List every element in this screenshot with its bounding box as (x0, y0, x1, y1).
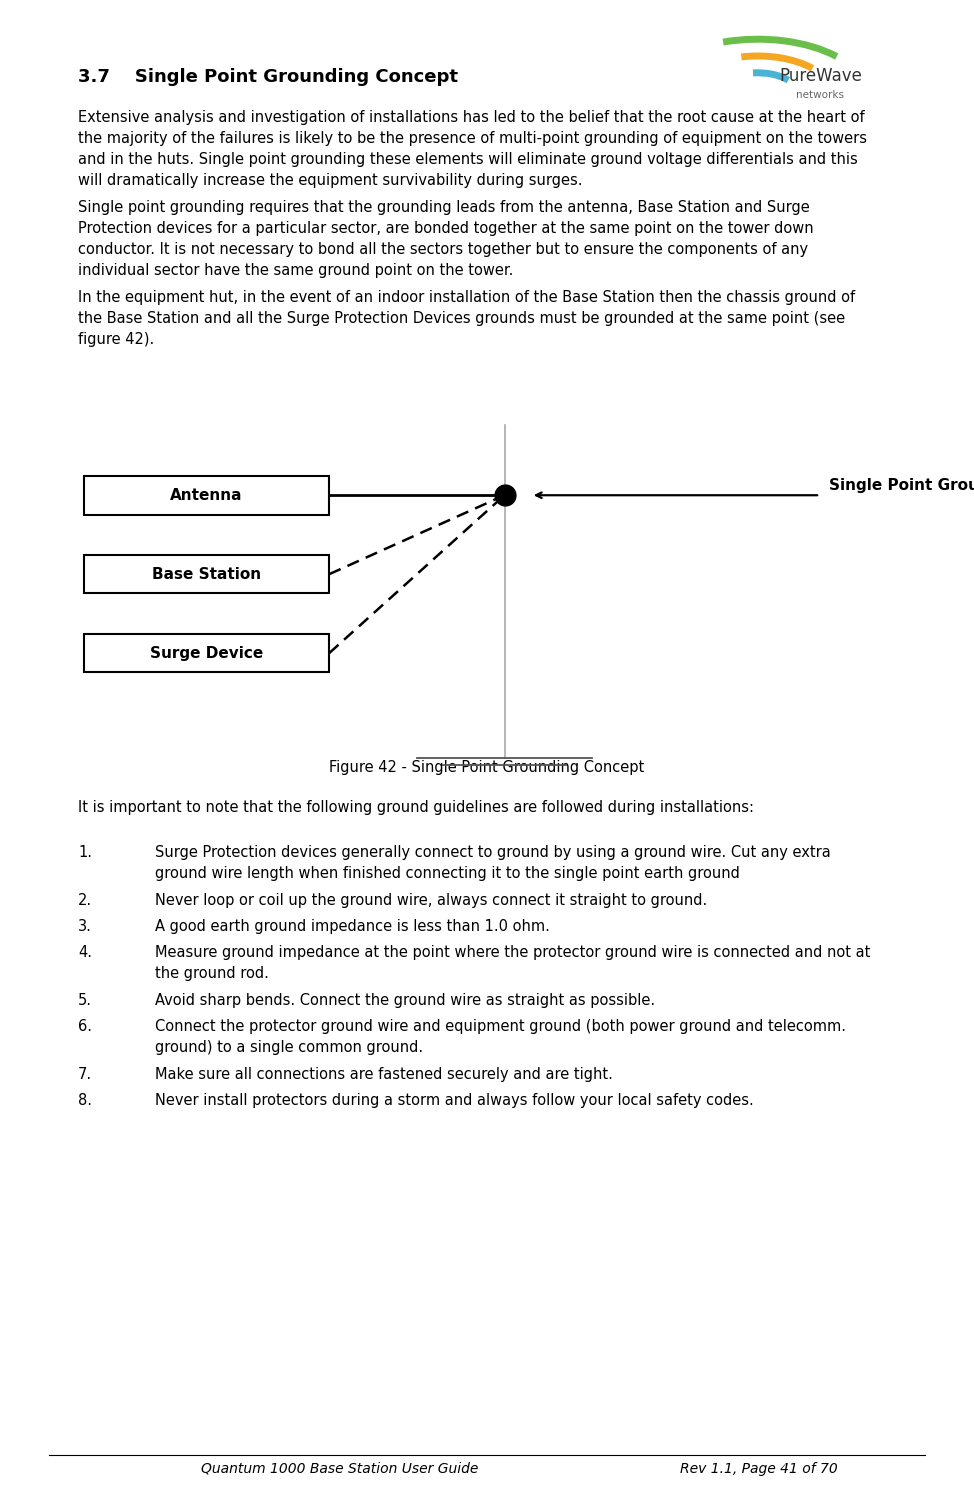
Text: A good earth ground impedance is less than 1.0 ohm.: A good earth ground impedance is less th… (155, 920, 550, 935)
Text: Antenna: Antenna (170, 488, 243, 503)
Text: In the equipment hut, in the event of an indoor installation of the Base Station: In the equipment hut, in the event of an… (78, 290, 855, 346)
Text: Base Station: Base Station (152, 567, 261, 582)
Text: Figure 42 - Single Point Grounding Concept: Figure 42 - Single Point Grounding Conce… (329, 760, 645, 775)
Text: 3.7    Single Point Grounding Concept: 3.7 Single Point Grounding Concept (78, 69, 458, 87)
Text: PureWave: PureWave (779, 67, 862, 85)
Text: Surge Device: Surge Device (150, 645, 263, 660)
Text: 2.: 2. (78, 893, 93, 908)
Bar (84, 476, 329, 515)
Text: 4.: 4. (78, 945, 92, 960)
Text: It is important to note that the following ground guidelines are followed during: It is important to note that the followi… (78, 800, 754, 815)
Text: 5.: 5. (78, 993, 92, 1008)
Text: Extensive analysis and investigation of installations has led to the belief that: Extensive analysis and investigation of … (78, 110, 867, 188)
Text: Surge Protection devices generally connect to ground by using a ground wire. Cut: Surge Protection devices generally conne… (155, 845, 831, 881)
Text: Quantum 1000 Base Station User Guide: Quantum 1000 Base Station User Guide (202, 1462, 478, 1477)
Text: 1.: 1. (78, 845, 92, 860)
Text: Never loop or coil up the ground wire, always connect it straight to ground.: Never loop or coil up the ground wire, a… (155, 893, 707, 908)
Bar (84, 635, 329, 672)
Text: Single Point Ground: Single Point Ground (829, 478, 974, 493)
Text: Measure ground impedance at the point where the protector ground wire is connect: Measure ground impedance at the point wh… (155, 945, 871, 981)
Text: 6.: 6. (78, 1020, 92, 1035)
Text: Connect the protector ground wire and equipment ground (both power ground and te: Connect the protector ground wire and eq… (155, 1020, 846, 1056)
Text: Single point grounding requires that the grounding leads from the antenna, Base : Single point grounding requires that the… (78, 200, 813, 278)
Text: Make sure all connections are fastened securely and are tight.: Make sure all connections are fastened s… (155, 1067, 613, 1082)
Text: Rev 1.1, Page 41 of 70: Rev 1.1, Page 41 of 70 (680, 1462, 838, 1477)
Text: Avoid sharp bends. Connect the ground wire as straight as possible.: Avoid sharp bends. Connect the ground wi… (155, 993, 656, 1008)
Text: 8.: 8. (78, 1093, 92, 1108)
Text: 7.: 7. (78, 1067, 93, 1082)
Bar (84, 555, 329, 593)
Text: Never install protectors during a storm and always follow your local safety code: Never install protectors during a storm … (155, 1093, 754, 1108)
Text: networks: networks (797, 90, 844, 100)
Text: 3.: 3. (78, 920, 92, 935)
